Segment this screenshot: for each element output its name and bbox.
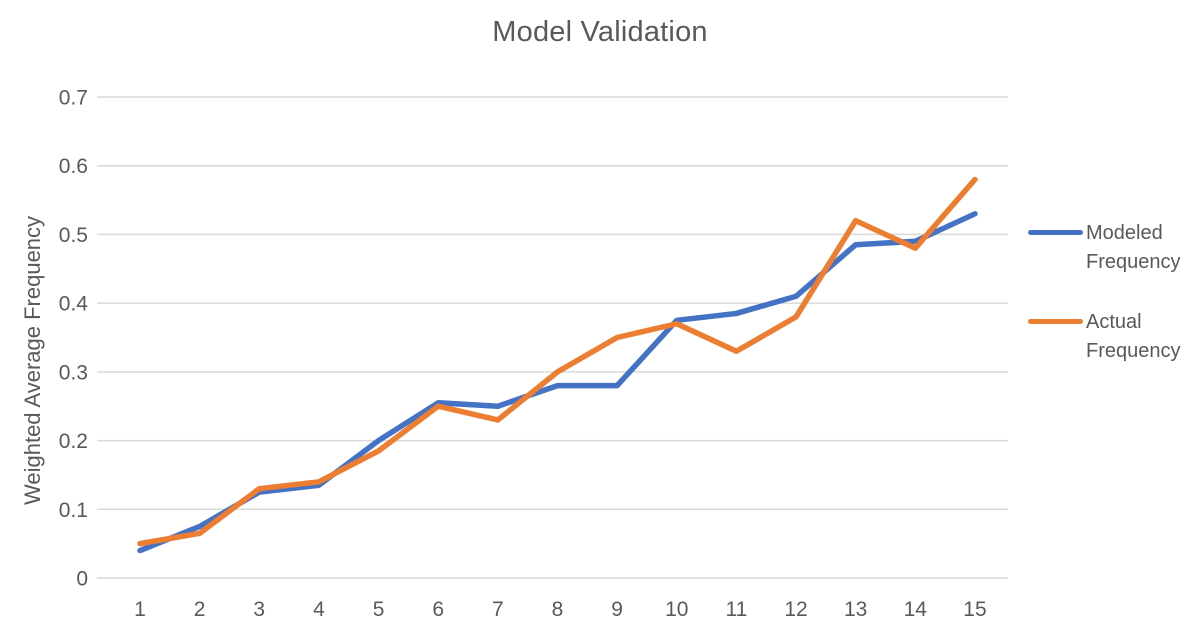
- y-tick-label: 0.3: [59, 361, 88, 384]
- chart-title: Model Validation: [492, 16, 708, 48]
- legend-line-icon: [1028, 230, 1083, 235]
- x-tick-label: 12: [784, 598, 807, 621]
- legend-label-modeled-frequency: Modeled Frequency: [1086, 222, 1181, 273]
- y-tick-label: 0: [76, 568, 88, 591]
- x-tick-label: 10: [665, 598, 688, 621]
- x-tick-label: 4: [313, 598, 325, 621]
- legend: Modeled Frequency Actual Frequency: [1028, 219, 1200, 397]
- y-tick-label: 0.5: [59, 224, 88, 247]
- y-tick-label: 0.4: [59, 293, 89, 316]
- y-tick-label: 0.7: [59, 87, 88, 110]
- x-tick-label: 7: [492, 598, 504, 621]
- x-tick-label: 9: [611, 598, 623, 621]
- x-tick-label: 5: [373, 598, 385, 621]
- x-tick-label: 13: [844, 598, 867, 621]
- legend-item-modeled-frequency: Modeled Frequency: [1028, 219, 1200, 277]
- series-line-actual-frequency: [137, 176, 978, 547]
- x-tick-label: 3: [253, 598, 265, 621]
- x-tick-label: 6: [432, 598, 444, 621]
- series-line-modeled-frequency: [137, 211, 978, 554]
- y-tick-label: 0.1: [59, 499, 88, 522]
- x-tick-label: 8: [552, 598, 564, 621]
- x-tick-label: 11: [725, 598, 747, 621]
- legend-item-actual-frequency: Actual Frequency: [1028, 308, 1200, 366]
- legend-label-actual-frequency: Actual Frequency: [1086, 311, 1181, 362]
- x-tick-label: 14: [904, 598, 928, 621]
- x-tick-label: 1: [134, 598, 146, 621]
- x-tick-label: 15: [963, 598, 986, 621]
- x-tick-label: 2: [194, 598, 206, 621]
- y-tick-label: 0.2: [59, 430, 88, 453]
- legend-line-icon: [1028, 319, 1083, 324]
- y-tick-label: 0.6: [59, 155, 88, 178]
